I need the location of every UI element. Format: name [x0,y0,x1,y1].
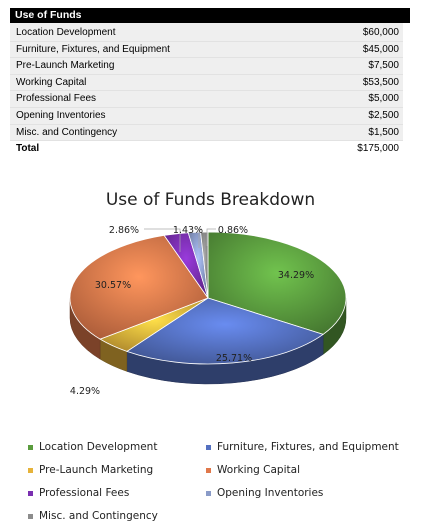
table-header: Use of Funds [10,8,410,23]
total-value: $175,000 [357,143,399,155]
legend-label: Misc. and Contingency [39,510,158,522]
legend-item: Pre-Launch Marketing [28,463,206,477]
legend-label: Furniture, Fixtures, and Equipment [217,441,399,453]
pie-chart: 34.29% 25.71% 4.29% 30.57% 2.86% 1.43% 0.86% [69,225,347,397]
pie-data-label: 1.43% [173,225,203,236]
pie-slice [125,297,325,365]
legend-item: Location Development [28,440,206,454]
table-row: Opening Inventories $2,500 [10,108,403,125]
table-total-row: Total $175,000 [10,141,403,157]
use-of-funds-table: Use of Funds Location Development $60,000… [10,8,410,157]
pie-slice [69,234,209,340]
legend-swatch [28,490,33,496]
pie-data-label: 30.57% [95,280,131,291]
row-label: Location Development [16,27,116,38]
table-row: Location Development $60,000 [10,25,403,42]
row-label: Professional Fees [16,93,97,105]
legend-swatch [206,467,211,473]
legend-item: Opening Inventories [206,486,406,500]
legend-label: Location Development [39,441,158,453]
row-value: $7,500 [368,60,399,72]
row-value: $1,500 [368,126,399,138]
legend-label: Professional Fees [39,487,130,499]
table-row: Working Capital $53,500 [10,75,403,92]
row-label: Opening Inventories [16,109,106,121]
legend-item: Furniture, Fixtures, and Equipment [206,440,406,454]
legend-label: Pre-Launch Marketing [39,464,154,476]
row-label: Misc. and Contingency [16,126,118,138]
row-label: Furniture, Fixtures, and Equipment [16,43,170,55]
total-label: Total [16,143,40,155]
leader-line [198,228,202,248]
chart-legend: Location Development Furniture, Fixtures,… [28,440,413,523]
legend-item: Working Capital [206,463,406,477]
legend-swatch [206,444,211,450]
legend-swatch [28,467,33,473]
table-row: Pre-Launch Marketing $7,500 [10,58,403,75]
table-row: Professional Fees $5,000 [10,91,403,108]
row-value: $2,500 [368,109,399,121]
legend-swatch [28,444,33,450]
legend-label: Opening Inventories [217,487,324,499]
row-value: $53,500 [362,76,399,88]
table-body: Location Development $60,000 Furniture, Fi… [10,23,403,142]
legend-item: Professional Fees [28,486,206,500]
row-value: $60,000 [362,27,399,38]
table-row: Misc. and Contingency $1,500 [10,125,403,142]
row-label: Pre-Launch Marketing [16,60,115,72]
legend-swatch [206,490,211,496]
pie-labels: 34.29% 25.71% 4.29% 30.57% 2.86% 1.43% 0.86% [70,225,314,397]
chart-title: Use of Funds Breakdown [105,190,316,210]
pie-tops [69,231,347,365]
pie-data-label: 25.71% [216,353,252,364]
leader-line [206,228,216,246]
legend-item: Misc. and Contingency [28,509,206,523]
pie-data-label: 0.86% [218,225,248,236]
pie-slice [200,231,209,299]
table-row: Furniture, Fixtures, and Equipment $45,00… [10,42,403,59]
pie-data-label: 34.29% [278,270,314,281]
legend-swatch [28,513,33,519]
legend-label: Working Capital [217,464,300,476]
row-value: $5,000 [368,93,399,105]
row-label: Working Capital [16,76,87,88]
leader-line [144,228,181,252]
pie-data-label: 2.86% [109,225,139,236]
row-value: $45,000 [362,43,399,55]
pie-data-label: 4.29% [70,386,100,397]
